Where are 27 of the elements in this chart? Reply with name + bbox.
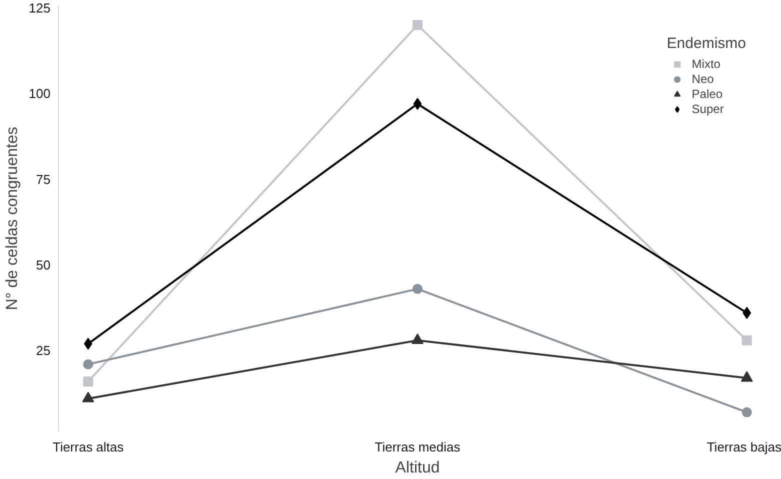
- point: [742, 407, 752, 418]
- y-tick-label: 125: [28, 0, 51, 16]
- point: [742, 335, 752, 346]
- point: [84, 338, 92, 350]
- x-tick-label: Tierras altas: [52, 440, 124, 454]
- point: [82, 392, 94, 402]
- x-axis-title: Altitud: [395, 460, 440, 476]
- y-axis-title: N° de celdas congruentes: [4, 126, 21, 310]
- point: [83, 359, 94, 370]
- point: [412, 333, 424, 344]
- y-tick-label: 25: [36, 343, 51, 358]
- legend-title: Endemismo: [666, 35, 746, 52]
- legend-label: Paleo: [692, 87, 722, 101]
- x-tick-label: Tierras medias: [374, 440, 461, 454]
- y-tick-label: 50: [36, 257, 51, 272]
- y-tick-label: 75: [36, 172, 51, 187]
- x-tick-label: Tierras bajas: [706, 440, 781, 454]
- legend-label: Neo: [692, 72, 714, 86]
- point: [413, 98, 422, 110]
- y-tick-label: 100: [28, 86, 51, 102]
- point: [742, 306, 752, 319]
- legend-label: Mixto: [692, 57, 720, 71]
- point: [740, 371, 753, 382]
- point: [83, 376, 94, 386]
- point: [412, 284, 422, 294]
- legend-label: Super: [692, 102, 724, 116]
- point: [412, 20, 422, 30]
